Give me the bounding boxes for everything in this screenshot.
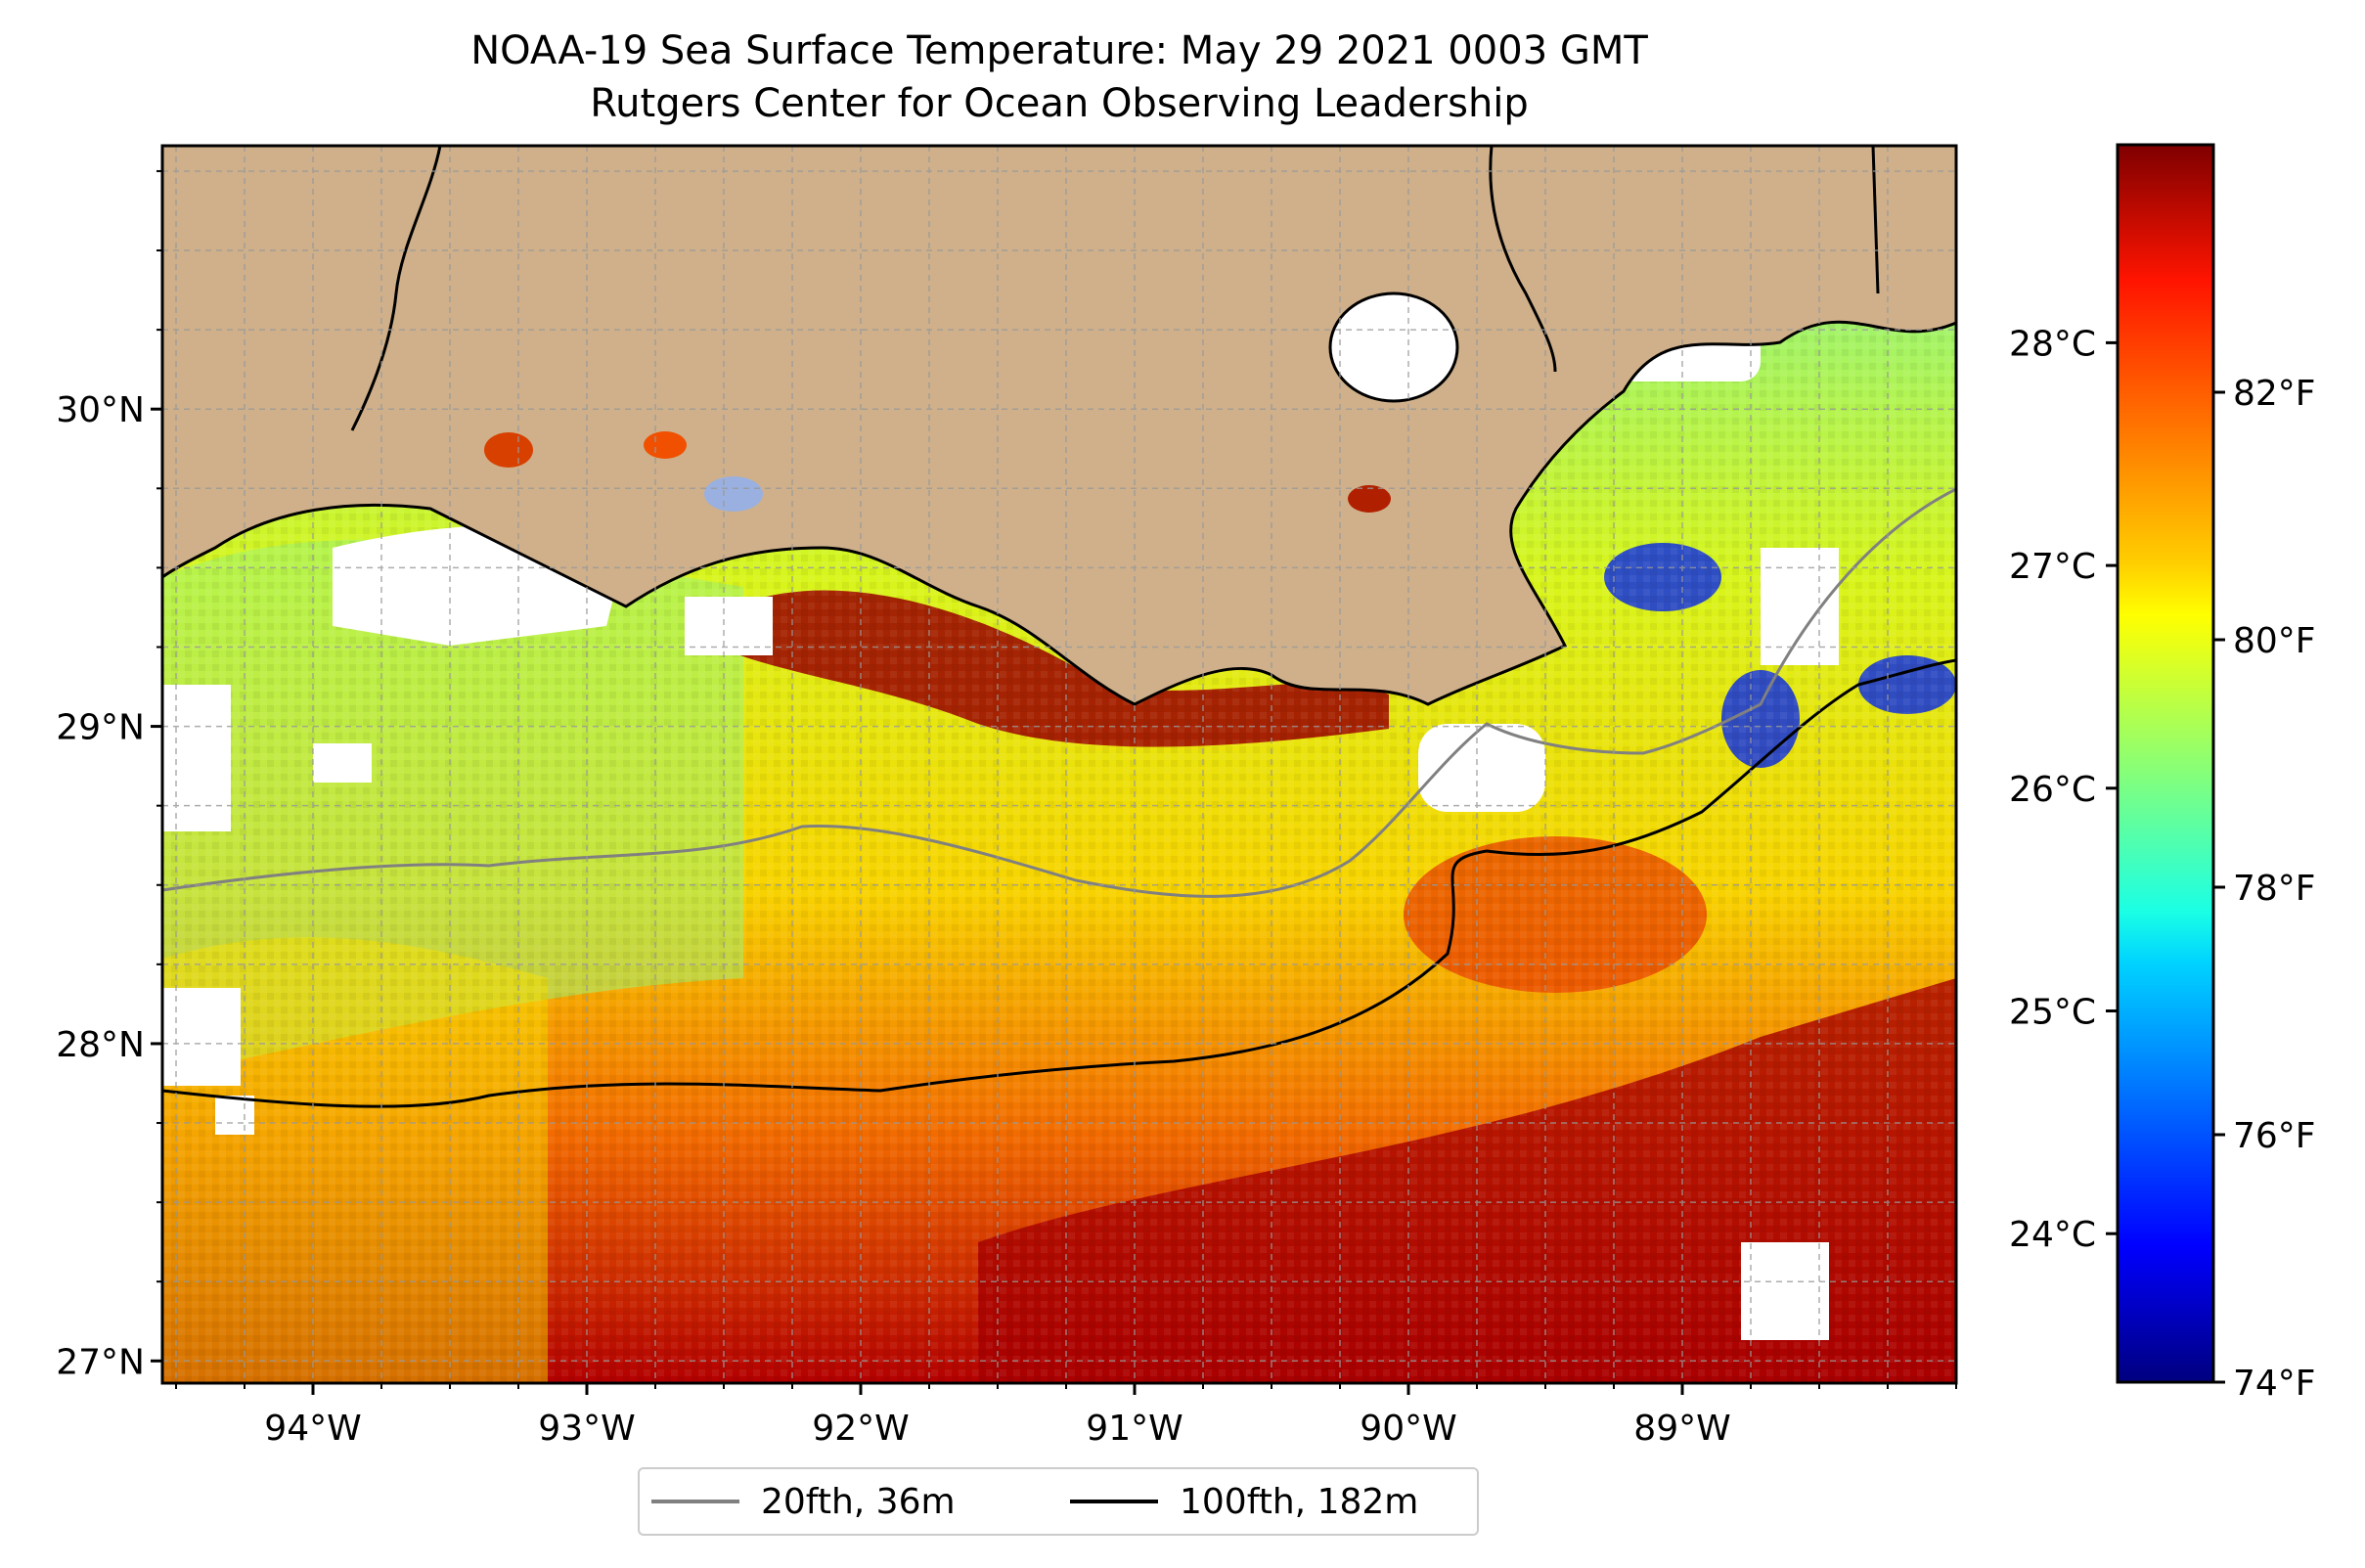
lon-tick-label: 90°W	[1360, 1409, 1456, 1449]
cb-c-tick-label: 25°C	[2009, 993, 2096, 1033]
cb-c-tick-label: 24°C	[2009, 1215, 2096, 1255]
contour-legend: 20fth, 36m 100fth, 182m	[638, 1467, 1479, 1536]
longitude-axis: 94°W 93°W 92°W 91°W 90°W 89°W	[175, 1383, 1957, 1449]
legend-swatch-black	[1070, 1500, 1158, 1503]
louisiana-coastline	[162, 146, 1956, 706]
contour-20fth	[162, 487, 1956, 898]
legend-label: 100fth, 182m	[1180, 1481, 1419, 1522]
cb-c-tick-label: 26°C	[2009, 770, 2096, 810]
legend-item-100fth: 100fth, 182m	[1070, 1479, 1418, 1524]
cb-f-tick-label: 74°F	[2233, 1364, 2316, 1404]
cb-f-tick-label: 78°F	[2233, 869, 2316, 909]
lon-tick-label: 91°W	[1086, 1409, 1182, 1449]
colorbar-celsius-axis: 24°C 25°C 26°C 27°C 28°C	[2009, 324, 2118, 1255]
lat-tick-label: 30°N	[56, 390, 145, 430]
cb-f-tick-label: 82°F	[2233, 374, 2316, 414]
lat-tick-label: 28°N	[56, 1025, 145, 1065]
map-frame	[160, 144, 1958, 1385]
lat-tick-label: 27°N	[56, 1342, 145, 1382]
map-plot-area	[162, 146, 1956, 1383]
lat-tick-label: 29°N	[56, 708, 145, 748]
state-border	[350, 146, 442, 431]
lon-tick-label: 92°W	[812, 1409, 909, 1449]
latitude-axis: 27°N 28°N 29°N 30°N	[56, 169, 162, 1382]
lon-tick-label: 94°W	[264, 1409, 361, 1449]
colorbar	[2116, 143, 2215, 1384]
cb-f-tick-label: 76°F	[2233, 1116, 2316, 1156]
legend-item-20fth: 20fth, 36m	[651, 1479, 956, 1524]
colorbar-fahrenheit-axis: 74°F 76°F 78°F 80°F 82°F	[2213, 374, 2316, 1404]
legend-swatch-gray	[651, 1500, 739, 1503]
map-gridlines	[162, 146, 1956, 1383]
cb-c-tick-label: 27°C	[2009, 547, 2096, 587]
cb-c-tick-label: 28°C	[2009, 324, 2096, 364]
lon-tick-label: 93°W	[538, 1409, 635, 1449]
lon-tick-label: 89°W	[1633, 1409, 1730, 1449]
lake-pontchartrain	[1328, 291, 1459, 403]
map-subtitle: Rutgers Center for Ocean Observing Leade…	[590, 81, 1529, 126]
cb-f-tick-label: 80°F	[2233, 621, 2316, 661]
legend-label: 20fth, 36m	[761, 1481, 956, 1522]
map-title: NOAA-19 Sea Surface Temperature: May 29 …	[470, 28, 1648, 73]
